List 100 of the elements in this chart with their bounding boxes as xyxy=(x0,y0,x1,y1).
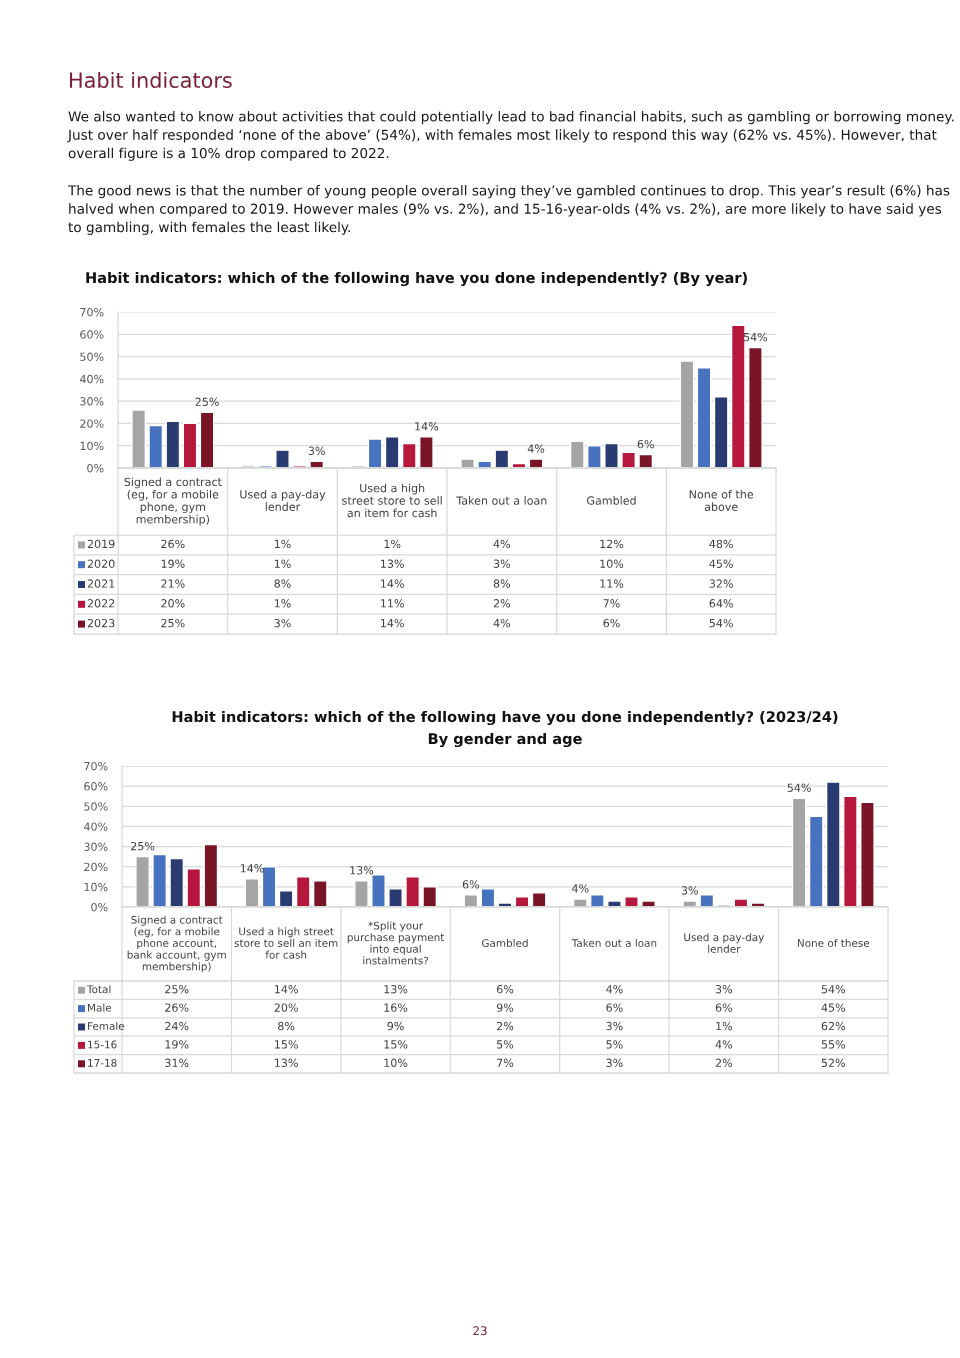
data-label: 4% xyxy=(493,539,511,549)
data-label: 4% xyxy=(493,618,511,628)
data-label: 10% xyxy=(384,1058,408,1068)
y-tick-label: 10% xyxy=(84,882,108,892)
data-label: 1% xyxy=(384,539,401,549)
data-label: 4% xyxy=(715,1040,733,1049)
chart-title: Habit indicators: which of the following have you done independently? (By year) xyxy=(86,271,747,287)
x-tick-label: Taken out a loan xyxy=(456,496,547,505)
data-label: 54% xyxy=(821,985,846,994)
annotation: 4% xyxy=(527,444,545,453)
data-label: 7% xyxy=(603,599,620,608)
data-label: 9% xyxy=(496,1003,514,1012)
x-tick-label: Used a high street store to sell an item for cash xyxy=(234,927,338,959)
data-label: 6% xyxy=(715,1003,733,1012)
y-tick-label: 50% xyxy=(80,352,104,361)
data-label: 11% xyxy=(600,579,624,588)
y-tick-label: 0% xyxy=(91,902,108,912)
x-tick-label: *Split your purchase payment into equal instalments? xyxy=(347,921,445,965)
data-label: 19% xyxy=(161,559,185,568)
annotation: 4% xyxy=(572,884,589,893)
annotation: 3% xyxy=(308,446,325,455)
data-label: 5% xyxy=(497,1040,514,1049)
data-label: 13% xyxy=(384,985,408,994)
y-tick-label: 20% xyxy=(80,419,104,428)
data-label: 64% xyxy=(709,599,733,608)
data-label: 1% xyxy=(274,539,291,549)
x-tick-label: Taken out a loan xyxy=(571,938,657,948)
data-label: 62% xyxy=(821,1021,846,1031)
data-label: 2% xyxy=(715,1058,733,1068)
data-label: 13% xyxy=(381,559,404,568)
data-label: 1% xyxy=(274,599,291,608)
x-tick-label: Gambled xyxy=(482,938,528,948)
data-label: 1% xyxy=(274,559,291,568)
annotation: 13% xyxy=(350,866,374,875)
x-tick-label: Gambled xyxy=(586,496,636,505)
data-label: 4% xyxy=(606,985,623,994)
y-tick-label: 0% xyxy=(87,463,104,473)
text: 23 xyxy=(473,1326,487,1336)
chart-subtitle: By gender and age xyxy=(428,732,582,748)
chart-title: Habit indicators: which of the following have you done independently? (2023/24) xyxy=(172,710,838,726)
x-tick-label: Used a pay-day lender xyxy=(240,489,326,511)
data-label: 2% xyxy=(493,599,511,608)
annotation: 25% xyxy=(131,841,155,851)
annotation: 6% xyxy=(637,439,654,449)
data-label: 15% xyxy=(275,1040,298,1049)
legend-label: Female xyxy=(88,1021,125,1031)
data-label: 10% xyxy=(600,559,624,568)
y-tick-label: 20% xyxy=(84,862,108,872)
data-label: 48% xyxy=(709,539,733,549)
data-label: 32% xyxy=(709,579,733,588)
data-label: 45% xyxy=(821,1003,846,1012)
y-tick-label: 10% xyxy=(80,441,104,451)
data-label: 8% xyxy=(493,579,511,588)
annotation: 14% xyxy=(415,422,439,431)
data-label: 14% xyxy=(381,579,404,588)
data-label: 3% xyxy=(274,618,291,628)
data-label: 3% xyxy=(715,985,733,994)
data-label: 11% xyxy=(381,599,404,608)
data-label: 26% xyxy=(165,1003,189,1012)
legend-label: 15-16 xyxy=(88,1040,117,1049)
legend-label: 2023 xyxy=(87,618,115,628)
data-label: 31% xyxy=(165,1058,189,1068)
annotation: 54% xyxy=(787,783,811,792)
x-tick-label: Used a pay-day lender xyxy=(684,933,765,953)
data-label: 14% xyxy=(381,618,404,628)
data-label: 3% xyxy=(606,1058,623,1068)
x-tick-label: None of the above xyxy=(689,489,754,511)
data-label: 21% xyxy=(161,579,185,588)
legend-label: 17-18 xyxy=(88,1058,117,1067)
data-label: 45% xyxy=(709,559,733,568)
data-label: 55% xyxy=(821,1040,846,1049)
data-label: 6% xyxy=(603,618,620,628)
data-label: 24% xyxy=(165,1021,189,1031)
annotation: 3% xyxy=(681,886,698,895)
x-tick-label: Signed a contract (eg, for a mobile phone account, bank account, gym membership) xyxy=(127,915,226,973)
y-tick-label: 30% xyxy=(80,397,104,406)
legend-label: 2019 xyxy=(87,539,115,549)
data-label: 26% xyxy=(161,539,185,549)
legend-label: Total xyxy=(86,985,111,994)
y-tick-label: 60% xyxy=(80,330,104,339)
text: The good news is that the number of young people overall saying they’ve gambled continues to drop. This year’s result (6%) has halved when compared to 2019. However males (9% vs. 2%), and 15-16-year-olds (4% vs. 2%), are more likely to have said yes to gambling, with females the least likely. xyxy=(67,185,950,235)
annotation: 25% xyxy=(195,397,219,406)
data-label: 12% xyxy=(600,539,624,549)
data-label: 8% xyxy=(278,1021,295,1031)
x-tick-label: None of these xyxy=(797,938,870,948)
data-label: 16% xyxy=(384,1003,408,1012)
legend-label: 2020 xyxy=(87,559,115,568)
data-label: 52% xyxy=(821,1058,846,1068)
data-label: 5% xyxy=(606,1040,623,1049)
y-tick-label: 40% xyxy=(79,374,104,384)
y-tick-label: 50% xyxy=(84,802,108,811)
data-label: 13% xyxy=(275,1058,298,1068)
data-label: 7% xyxy=(497,1058,514,1068)
y-tick-label: 60% xyxy=(84,782,108,791)
data-label: 6% xyxy=(606,1003,623,1012)
text: Habit indicators xyxy=(70,71,232,89)
y-tick-label: 40% xyxy=(83,822,108,831)
data-label: 2% xyxy=(497,1021,514,1031)
annotation: 6% xyxy=(462,880,480,889)
text: We also wanted to know about activities that could potentially lead to bad financial habits, such as gambling or borrowing money. Just over half responded ‘none of the above’ (54%), with females most likely to respond this way (62% vs. 45%). However, that overall figure is a 10% drop compared to 2022. xyxy=(67,111,954,161)
